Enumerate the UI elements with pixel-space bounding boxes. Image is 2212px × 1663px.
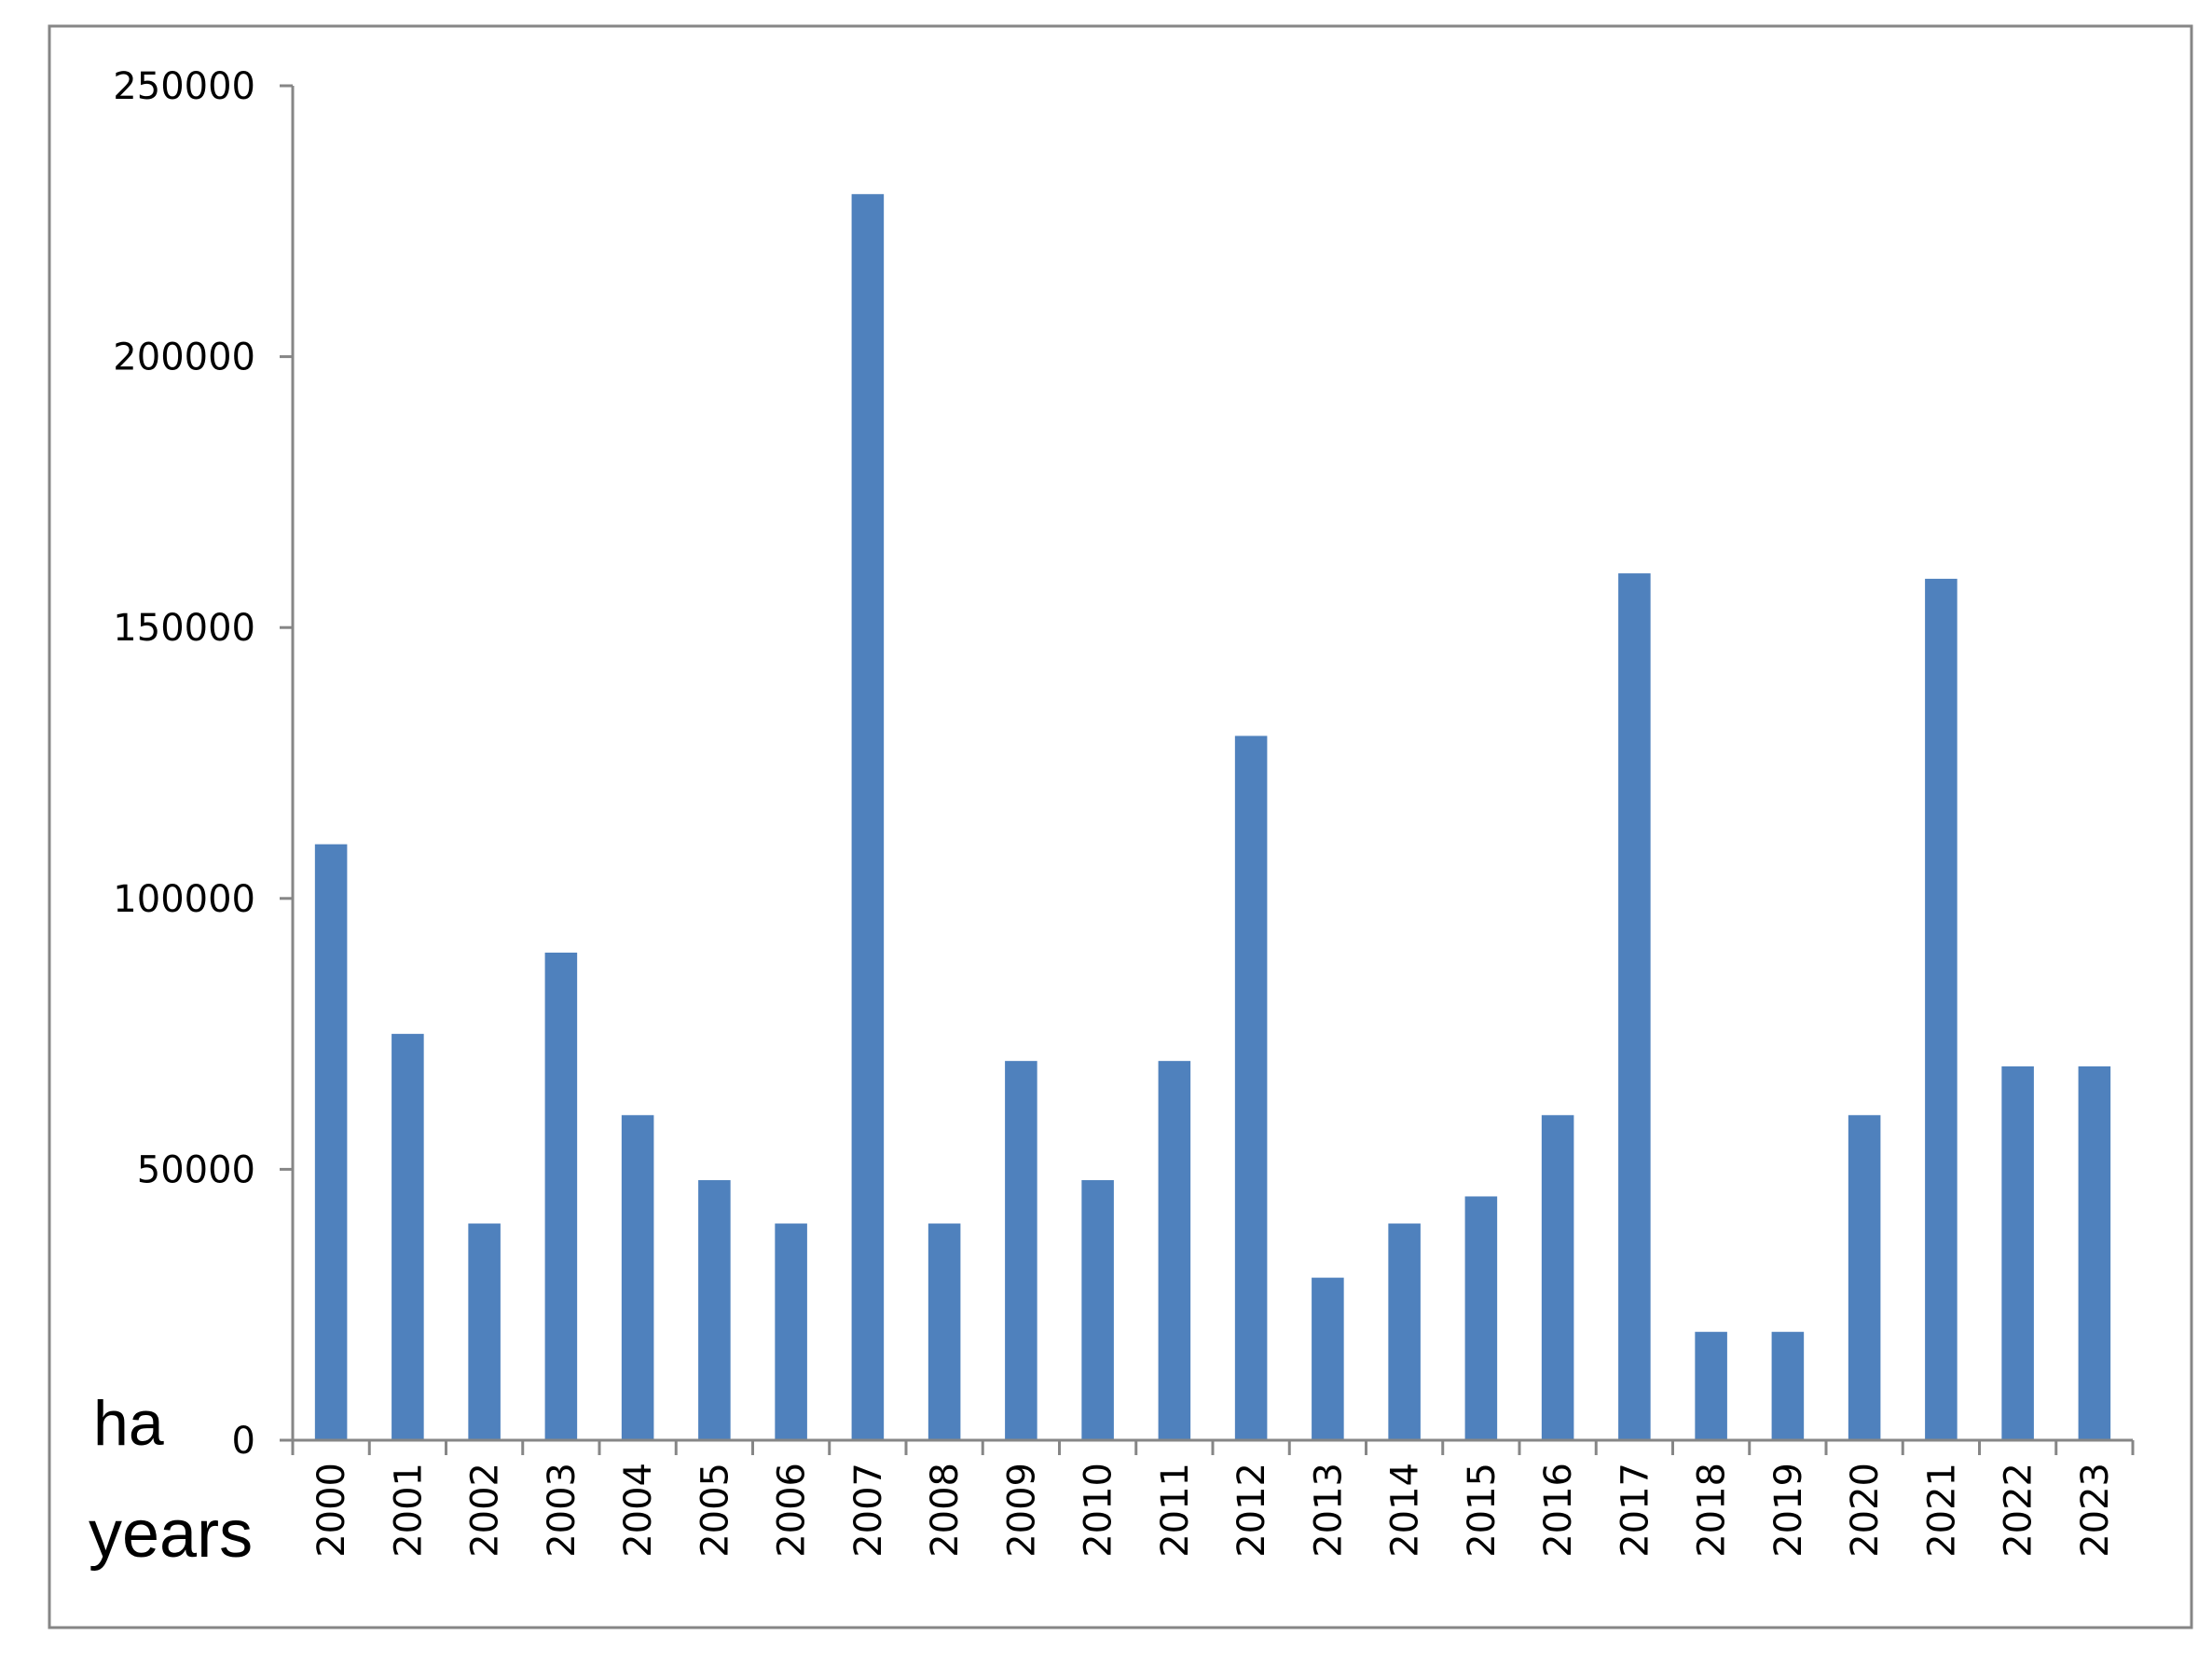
bar-2023 bbox=[2078, 1065, 2111, 1440]
x-tick-label: 2020 bbox=[1844, 1463, 1887, 1558]
x-tick-label: 2013 bbox=[1307, 1463, 1350, 1558]
bar-2002 bbox=[468, 1223, 501, 1440]
x-tick-label: 2018 bbox=[1691, 1463, 1734, 1558]
x-tick-label: 2012 bbox=[1230, 1463, 1273, 1558]
bar-2009 bbox=[1005, 1061, 1037, 1440]
bars bbox=[314, 194, 2111, 1441]
bar-2019 bbox=[1771, 1331, 1805, 1440]
bar-2005 bbox=[698, 1180, 731, 1440]
bar-2006 bbox=[775, 1223, 807, 1440]
bar-2014 bbox=[1388, 1223, 1421, 1440]
x-tick-label: 2021 bbox=[1920, 1463, 1963, 1558]
x-tick-label: 2011 bbox=[1154, 1463, 1197, 1558]
bar-2008 bbox=[927, 1223, 961, 1440]
y-tick-label: 50000 bbox=[137, 1148, 255, 1191]
x-tick-label: 2002 bbox=[464, 1463, 507, 1558]
x-tick-label: 2010 bbox=[1078, 1463, 1120, 1558]
x-axis-label: years bbox=[89, 1497, 253, 1572]
bar-2020 bbox=[1848, 1115, 1881, 1440]
x-tick-label: 2022 bbox=[1998, 1463, 2040, 1558]
y-tick-label: 200000 bbox=[113, 337, 255, 379]
x-tick-label: 2007 bbox=[847, 1463, 890, 1558]
x-tick-label: 2015 bbox=[1461, 1463, 1504, 1558]
bar-2017 bbox=[1618, 573, 1651, 1440]
y-tick-label: 100000 bbox=[113, 878, 255, 921]
y-tick-label: 250000 bbox=[113, 65, 255, 108]
x-tick-label: 2001 bbox=[387, 1463, 430, 1558]
x-tick-label: 2004 bbox=[617, 1463, 660, 1558]
bar-2016 bbox=[1541, 1115, 1574, 1440]
bar-2022 bbox=[2001, 1065, 2034, 1440]
bar-2021 bbox=[1925, 578, 1958, 1440]
x-tick-label: 2014 bbox=[1384, 1463, 1427, 1558]
x-tick-label: 2019 bbox=[1767, 1463, 1810, 1558]
x-tick-label: 2000 bbox=[310, 1463, 353, 1558]
x-axis-ticks bbox=[291, 1440, 2135, 1455]
y-axis-label: ha bbox=[93, 1388, 164, 1459]
y-tick-label: 150000 bbox=[113, 607, 255, 650]
x-axis-tick-labels: 2000 2001 2002 2003 2004 2005 2006 2007 2008 2009… bbox=[310, 1463, 2117, 1558]
x-tick-label: 2023 bbox=[2074, 1463, 2117, 1558]
bar-2013 bbox=[1312, 1277, 1344, 1440]
x-tick-label: 2008 bbox=[924, 1463, 967, 1558]
bar-2012 bbox=[1234, 735, 1268, 1440]
bar-2018 bbox=[1695, 1331, 1727, 1440]
bar-2003 bbox=[544, 952, 578, 1440]
x-tick-label: 2016 bbox=[1537, 1463, 1580, 1558]
y-axis-tick-labels: 0 50000 100000 150000 200000 250000 bbox=[113, 65, 255, 1463]
bar-2001 bbox=[392, 1034, 424, 1440]
x-tick-label: 2006 bbox=[771, 1463, 814, 1558]
bar-2004 bbox=[621, 1115, 654, 1440]
x-tick-label: 2003 bbox=[541, 1463, 584, 1558]
y-tick-label: 0 bbox=[232, 1420, 255, 1463]
x-tick-label: 2005 bbox=[694, 1463, 736, 1558]
bar-2000 bbox=[314, 844, 348, 1440]
bar-2007 bbox=[851, 194, 885, 1441]
x-tick-label: 2017 bbox=[1614, 1463, 1656, 1558]
bar-2015 bbox=[1464, 1196, 1498, 1440]
bar-2010 bbox=[1081, 1180, 1114, 1440]
bar-2011 bbox=[1158, 1061, 1191, 1440]
x-tick-label: 2009 bbox=[1000, 1463, 1043, 1558]
